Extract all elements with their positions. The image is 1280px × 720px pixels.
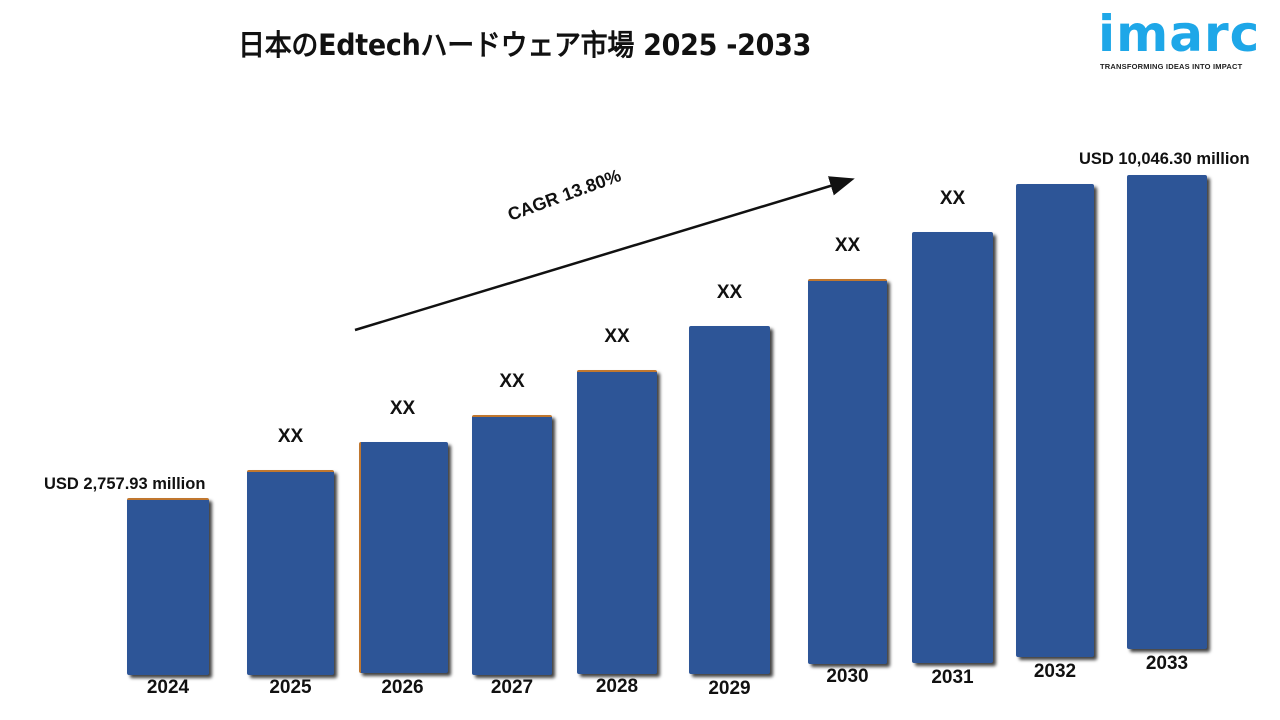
bar-2032 (1016, 184, 1094, 657)
cagr-label: CAGR 13.80% (505, 165, 624, 225)
bar-value-label: XX (834, 235, 861, 256)
x-axis-year-label: 2024 (146, 677, 190, 698)
bar-value-label: XX (277, 426, 304, 447)
end-value-label: USD 10,046.30 million (1079, 150, 1250, 168)
bar-2027 (472, 415, 552, 675)
bar-value-label: XX (939, 188, 966, 209)
bar-value-label: XX (716, 282, 743, 303)
bar-2025 (247, 470, 334, 675)
start-value-label: USD 2,757.93 million (44, 475, 206, 493)
bar-value-label: XX (604, 326, 630, 347)
x-axis-year-label: 2026 (381, 677, 424, 698)
x-axis-year-label: 2030 (826, 666, 869, 687)
bar-value-label: XX (499, 371, 525, 392)
logo-wordmark: imarc (1098, 5, 1261, 63)
bar-2031 (912, 232, 993, 663)
bar-2033 (1127, 175, 1207, 649)
chart-title: 日本のEdtechハードウェア市場 2025 -2033 (238, 28, 812, 62)
imarc-logo: imarc TRANSFORMING IDEAS INTO IMPACT (1098, 2, 1278, 74)
bar-2029 (689, 326, 770, 674)
x-axis-year-label: 2029 (708, 678, 751, 699)
logo-tagline: TRANSFORMING IDEAS INTO IMPACT (1100, 62, 1243, 71)
bar-2030 (808, 279, 887, 664)
x-axis-year-label: 2033 (1145, 653, 1189, 674)
bar-2028 (577, 370, 657, 674)
bar-2026 (359, 442, 448, 673)
x-axis-year-label: 2025 (269, 677, 312, 698)
bar-2024 (127, 498, 209, 675)
bar-value-label: XX (389, 398, 416, 419)
x-axis-year-label: 2032 (1033, 661, 1077, 682)
x-axis-year-label: 2027 (490, 677, 534, 698)
x-axis-year-label: 2028 (595, 676, 639, 697)
x-axis-year-label: 2031 (931, 667, 974, 688)
